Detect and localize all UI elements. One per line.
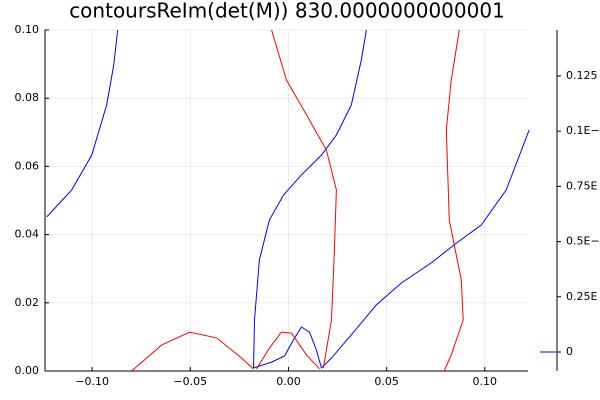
colorbar-tick-label: 0.5E− (566, 235, 600, 248)
x-tick-label: 0.00 (276, 375, 301, 388)
chart-title: contoursReIm(det(M)) 830.0000000000001 (69, 0, 505, 23)
y-tick-label: 0.04 (15, 228, 40, 241)
y-tick-label: 0.00 (15, 364, 40, 377)
colorbar-tick-label: 0.125 (566, 69, 598, 82)
contour-line (252, 29, 530, 369)
x-tick-label: −0.05 (173, 375, 207, 388)
colorbar-tick-label: 0 (566, 345, 573, 358)
y-tick-label: 0.08 (15, 91, 40, 104)
contour-line (131, 331, 254, 372)
contour-line (256, 331, 320, 370)
contour-line (46, 29, 119, 218)
contour-line (443, 29, 464, 372)
colorbar-tick-label: 0.75E (566, 179, 597, 192)
x-tick-label: −0.10 (75, 375, 109, 388)
colorbar-tick-label: 0.1E− (566, 124, 600, 137)
y-tick-label: 0.10 (15, 23, 40, 36)
x-tick-label: 0.05 (374, 375, 399, 388)
contour-line (271, 29, 337, 369)
x-tick-label: 0.10 (473, 375, 498, 388)
colorbar-tick-label: 0.25E (566, 290, 597, 303)
y-tick-label: 0.02 (15, 296, 40, 309)
y-tick-label: 0.06 (15, 159, 40, 172)
